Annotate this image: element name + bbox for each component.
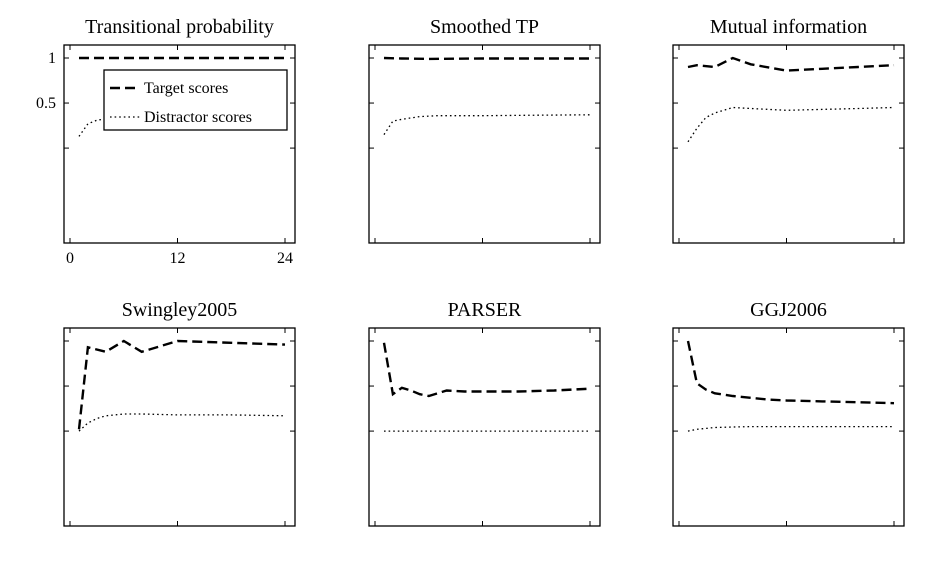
panel-1-transitional-probability: Transitional probability 0 12 24 0.5 1 Target …	[36, 16, 296, 267]
legend: Target scores Distractor scores	[103, 69, 288, 131]
panel-3-mutual-information: Mutual information	[672, 16, 905, 244]
panel-2-smoothed-tp: Smoothed TP	[368, 16, 601, 244]
series-line-target-scores	[77, 339, 286, 430]
legend-box	[103, 69, 288, 131]
panel-6-ggj2006: GGJ2006	[672, 299, 905, 527]
plot-frame	[368, 327, 601, 527]
panel-title: PARSER	[448, 299, 522, 321]
panel-title: Smoothed TP	[430, 16, 539, 38]
panel-title: Transitional probability	[85, 16, 274, 38]
y-tick-label: 0.5	[36, 95, 56, 112]
y-tick-label: 1	[48, 50, 56, 67]
x-tick-label: 0	[66, 250, 74, 267]
panel-title: Swingley2005	[122, 299, 238, 321]
plot-frame	[672, 44, 905, 244]
plot-frame	[63, 327, 296, 527]
series-line-distractor-scores	[687, 425, 894, 432]
panel-title: Mutual information	[710, 16, 867, 38]
series-line-target-scores	[687, 56, 895, 72]
series-line-target-scores	[686, 340, 895, 405]
panel-title: GGJ2006	[750, 299, 827, 321]
series-line-distractor-scores	[687, 106, 895, 143]
legend-label-distractor-scores: Distractor scores	[144, 109, 252, 126]
x-tick-label: 12	[170, 250, 186, 267]
series-line-target-scores	[382, 342, 591, 398]
panel-4-swingley2005: Swingley2005	[63, 299, 296, 527]
plot-frame	[672, 327, 905, 527]
panel-5-parser: PARSER	[368, 299, 601, 527]
series-line-distractor-scores	[78, 413, 286, 432]
legend-label-target-scores: Target scores	[144, 80, 228, 97]
plot-frame	[368, 44, 601, 244]
x-tick-label: 24	[277, 250, 293, 267]
